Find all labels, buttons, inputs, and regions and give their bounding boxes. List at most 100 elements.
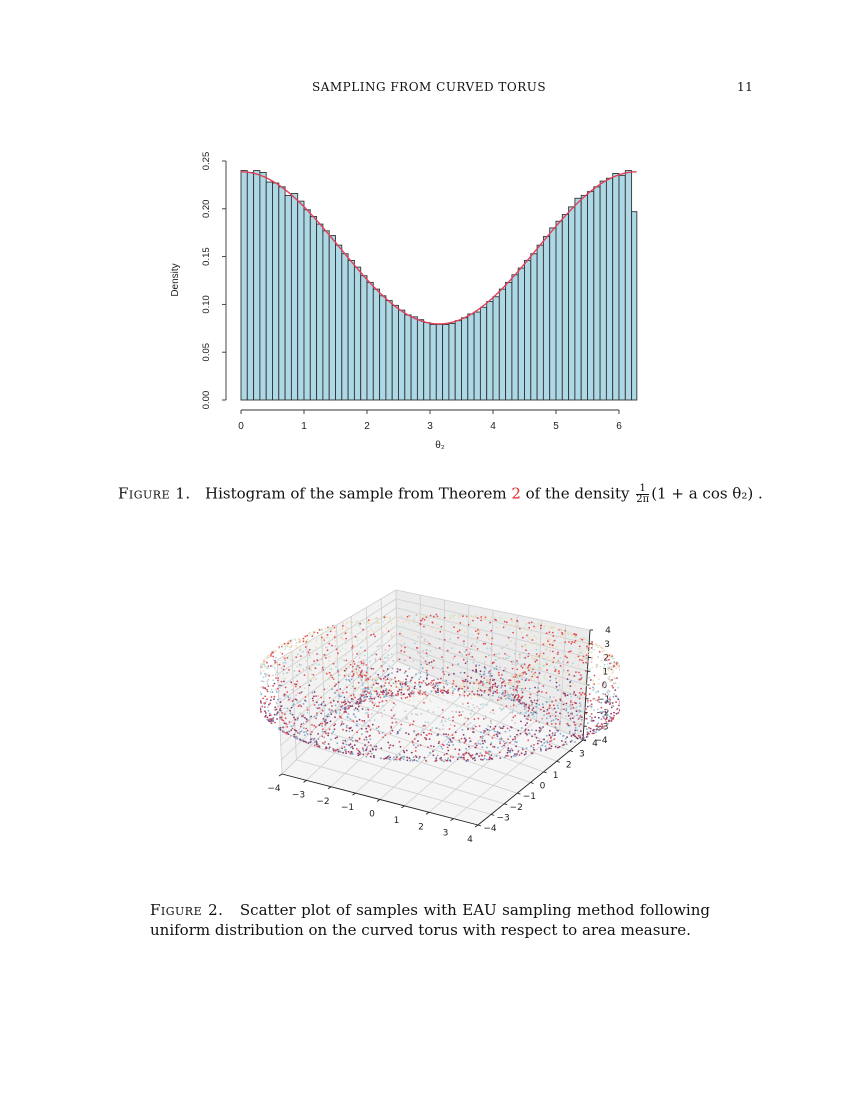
histogram-bar: [473, 311, 481, 401]
histogram-bar: [253, 170, 261, 401]
x-tick-label: 4: [467, 835, 473, 845]
histogram-bar: [290, 193, 299, 401]
histogram-bar: [593, 186, 601, 401]
histogram-bar: [322, 230, 330, 401]
histogram-bars: [240, 170, 638, 401]
y-tick-label: 4: [592, 739, 598, 749]
histogram-bar: [360, 275, 368, 401]
histogram-bar: [599, 180, 607, 401]
histogram-bar: [335, 244, 343, 401]
histogram-bar: [492, 296, 500, 401]
histogram-bar: [353, 266, 362, 401]
histogram-bar: [246, 172, 255, 401]
y-tick-label: −3: [496, 813, 509, 823]
fraction: 1 2π: [636, 483, 650, 505]
y-tick-label: −4: [483, 824, 497, 834]
page-number: 11: [737, 80, 754, 94]
histogram-bar: [265, 181, 273, 401]
y-tick-label: −1: [523, 792, 536, 802]
histogram-bar: [259, 172, 267, 401]
y-axis-label: Density: [170, 263, 181, 296]
histogram-bar: [461, 317, 469, 401]
histogram-bar: [624, 170, 633, 401]
figure-1-caption: Figure 1. Histogram of the sample from T…: [118, 483, 763, 505]
z-tick-label: 1: [603, 667, 609, 677]
x-tick-label: −3: [292, 790, 305, 800]
x-tick-label: 1: [301, 421, 307, 432]
x-tick-label: 3: [443, 829, 449, 839]
x-tick-label: 3: [427, 421, 433, 432]
density-curve: [240, 171, 637, 325]
x-tick-label: −2: [316, 797, 329, 807]
histogram-bar: [385, 300, 393, 401]
y-tick-label: 0: [540, 782, 546, 792]
histogram-bar: [379, 295, 387, 401]
x-tick-label: −1: [341, 803, 354, 813]
histogram-bar: [542, 236, 551, 401]
y-axis: 0.00 0.05 0.10 0.15 0.20 0.25: [201, 152, 227, 409]
z-tick-label: −1: [597, 695, 610, 705]
theorem-reference-link[interactable]: 2: [511, 484, 521, 503]
histogram-bar: [454, 320, 462, 401]
histogram-bar: [272, 182, 280, 401]
histogram-bar: [555, 220, 563, 401]
figure-1-label: Figure 1.: [118, 484, 191, 503]
x-tick-label: 5: [553, 421, 559, 432]
running-title: SAMPLING FROM CURVED TORUS: [312, 80, 547, 94]
z-tick-label: −4: [594, 736, 608, 746]
histogram-bar: [435, 324, 444, 401]
histogram-bar: [366, 281, 374, 401]
x-tick-label: 2: [364, 421, 370, 432]
histogram-bar: [429, 324, 437, 401]
y-tick-label: 0.10: [201, 295, 212, 314]
z-tick-label: 4: [605, 626, 611, 636]
histogram-bar: [309, 215, 318, 401]
z-tick-label: 2: [603, 654, 609, 664]
histogram-bar: [341, 253, 349, 401]
figure-2-label: Figure 2.: [150, 901, 224, 919]
histogram-bar: [530, 253, 538, 401]
x-tick-label: 2: [418, 822, 424, 832]
torus-points: [260, 613, 620, 763]
histogram-bar: [398, 309, 406, 401]
x-tick-label: 1: [394, 816, 400, 826]
histogram-bar: [517, 267, 525, 401]
histogram-bar: [416, 319, 425, 401]
histogram-bar: [347, 259, 355, 401]
histogram-bar: [568, 206, 576, 401]
histogram-bar: [561, 214, 570, 401]
x-axis: 0 1 2 3 4 5 6: [238, 409, 622, 432]
histogram-bar: [372, 288, 381, 401]
x-tick-label: −4: [267, 784, 281, 794]
histogram-bar: [486, 301, 494, 401]
y-tick-label: −2: [510, 803, 523, 813]
histogram-bar: [580, 194, 588, 401]
histogram-bar: [605, 177, 614, 401]
histogram-bar: [524, 259, 532, 401]
y-tick-label: 0.15: [201, 247, 212, 266]
histogram-bar: [549, 227, 557, 401]
histogram-bar: [574, 197, 582, 401]
histogram-bar: [479, 306, 488, 401]
y-tick-label: 1: [553, 771, 559, 781]
histogram-bar: [536, 244, 544, 401]
histogram-bar: [284, 194, 292, 401]
histogram-bar: [297, 200, 305, 401]
histogram-bar: [442, 324, 450, 401]
x-axis-label: θ₂: [435, 440, 445, 451]
histogram-bar: [612, 172, 620, 401]
x-tick-label: 0: [238, 421, 244, 432]
histogram-bar: [316, 223, 324, 401]
x-tick-label: 0: [369, 810, 375, 820]
histogram-bar: [240, 170, 248, 401]
histogram-bar: [448, 323, 456, 401]
y-tick-label: 0.20: [201, 200, 212, 219]
z-tick-label: 0: [602, 681, 608, 691]
histogram-bar: [278, 186, 286, 401]
x-tick-label: 4: [490, 421, 496, 432]
histogram-bar: [391, 304, 399, 401]
histogram-bar: [423, 322, 431, 401]
histogram-bar: [618, 174, 626, 401]
histogram-bar: [467, 313, 475, 401]
